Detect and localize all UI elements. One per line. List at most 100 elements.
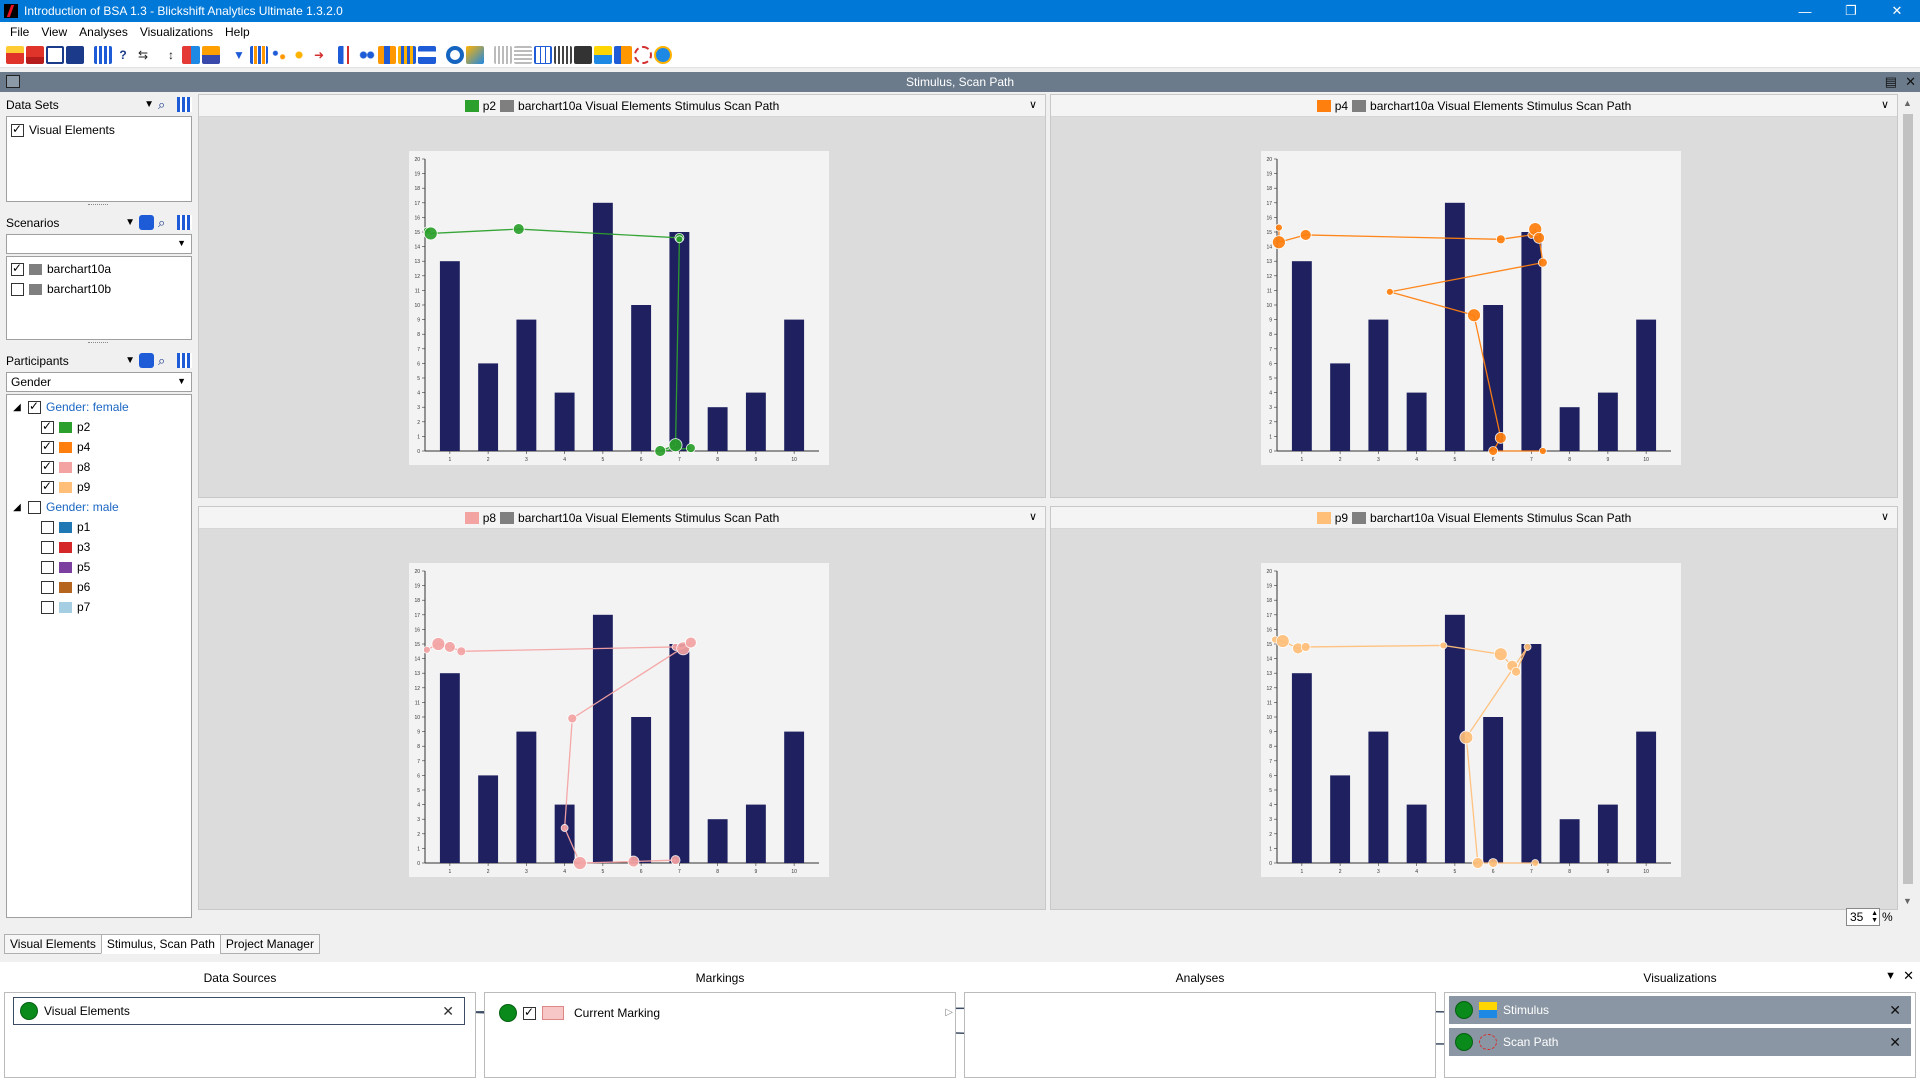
help-query-icon[interactable]: ? <box>119 47 127 62</box>
play-icon[interactable]: ▷ <box>945 1007 953 1018</box>
splitter[interactable] <box>0 204 196 210</box>
chevron-down-icon[interactable]: ∨ <box>1880 99 1889 111</box>
heatmap-icon[interactable] <box>466 45 484 64</box>
panel-layout-icon[interactable]: ▤ <box>1884 74 1898 89</box>
data-source-node[interactable]: Visual Elements ✕ <box>13 997 465 1025</box>
layout-icon[interactable] <box>202 45 220 64</box>
new-project-icon[interactable] <box>6 45 24 64</box>
cluster-icon[interactable] <box>358 45 376 64</box>
timeline-icon[interactable] <box>338 45 356 64</box>
chevron-down-icon[interactable]: ▼ <box>125 217 135 228</box>
save-icon[interactable] <box>66 45 84 64</box>
participant-item[interactable]: p1 <box>11 517 187 537</box>
globe-icon[interactable] <box>654 45 672 64</box>
menu-view[interactable]: View <box>41 25 68 39</box>
scenario-checkbox[interactable] <box>11 261 24 276</box>
vertical-scrollbar[interactable]: ▲ ▼ <box>1900 96 1916 908</box>
path-icon[interactable] <box>290 45 308 64</box>
sort-icon[interactable]: ↕ <box>168 47 174 62</box>
group-checkbox[interactable] <box>28 399 41 414</box>
maximize-button[interactable]: ❐ <box>1845 3 1857 18</box>
participant-checkbox[interactable] <box>41 479 54 494</box>
participant-group[interactable]: ◢ Gender: male <box>11 497 187 517</box>
participant-checkbox[interactable] <box>41 419 54 434</box>
tab-stimulus-scan-path[interactable]: Stimulus, Scan Path <box>100 934 221 954</box>
tab-visual-elements[interactable]: Visual Elements <box>4 934 102 954</box>
chevron-down-icon[interactable]: ▼ <box>1885 970 1896 982</box>
marking-node[interactable]: Current Marking <box>493 999 873 1027</box>
hierarchy-icon[interactable] <box>418 45 436 64</box>
chevron-down-icon[interactable]: ▼ <box>144 99 154 110</box>
stimulus-chart[interactable]: 0 1 2 3 4 5 6 7 8 9 10 11 12 13 14 15 16 17 18 19 20 1 2 3 4 5 6 7 8… <box>409 563 829 877</box>
remove-visualization-icon[interactable]: ✕ <box>1889 1001 1901 1018</box>
scanpath-icon[interactable] <box>634 45 652 64</box>
participant-item[interactable]: p2 <box>11 417 187 437</box>
swap-icon[interactable]: ⇆ <box>137 47 149 62</box>
grid-dark-icon[interactable] <box>574 45 592 64</box>
participant-checkbox[interactable] <box>41 439 54 454</box>
menu-analyses[interactable]: Analyses <box>79 25 128 39</box>
tab-project-manager[interactable]: Project Manager <box>219 934 320 954</box>
select-grid-icon[interactable] <box>177 215 192 230</box>
scrollbar-thumb[interactable] <box>1903 114 1913 884</box>
participant-item[interactable]: p5 <box>11 557 187 577</box>
participant-checkbox[interactable] <box>41 540 54 554</box>
bar-small-icon[interactable] <box>614 45 632 64</box>
menu-help[interactable]: Help <box>225 25 250 39</box>
participant-item[interactable]: p7 <box>11 597 187 617</box>
stimulus-chart[interactable]: 0 1 2 3 4 5 6 7 8 9 10 11 12 13 14 15 16 17 18 19 20 1 2 3 4 5 6 7 8… <box>1261 563 1681 877</box>
scenario-item[interactable]: barchart10b <box>11 279 187 299</box>
scroll-up-icon[interactable]: ▲ <box>1903 98 1912 108</box>
search-icon[interactable]: ⌕ <box>158 353 166 368</box>
group-icon[interactable] <box>139 353 154 368</box>
participant-item[interactable]: p9 <box>11 477 187 497</box>
marking-checkbox[interactable] <box>523 1005 536 1020</box>
visualization-node[interactable]: Scan Path ✕ <box>1449 1028 1911 1056</box>
panel-menu-icon[interactable] <box>6 75 20 88</box>
scenario-group-select[interactable]: ▼ <box>6 234 192 254</box>
sequence-icon[interactable] <box>378 45 396 64</box>
scatter-icon[interactable] <box>270 45 288 64</box>
dataset-checkbox[interactable] <box>11 122 24 137</box>
spinner-icon[interactable]: ▲ ▼ <box>1871 910 1878 924</box>
remove-data-source-icon[interactable]: ✕ <box>442 1002 454 1019</box>
grid-color-icon[interactable] <box>182 45 200 64</box>
search-icon[interactable]: ⌕ <box>158 97 166 112</box>
group-checkbox[interactable] <box>28 500 41 514</box>
stimulus-icon[interactable] <box>594 45 612 64</box>
participant-item[interactable]: p8 <box>11 457 187 477</box>
aoi-circle-icon[interactable] <box>446 45 464 64</box>
participant-item[interactable]: p6 <box>11 577 187 597</box>
fixation-icon[interactable] <box>514 45 532 64</box>
menu-file[interactable]: File <box>10 25 30 39</box>
visualization-node[interactable]: Stimulus ✕ <box>1449 996 1911 1024</box>
chevron-down-icon[interactable]: ∨ <box>1028 99 1037 111</box>
participant-item[interactable]: p4 <box>11 437 187 457</box>
dataset-item[interactable]: Visual Elements <box>11 120 187 140</box>
participant-checkbox[interactable] <box>41 560 54 574</box>
minimize-button[interactable]: — <box>1798 3 1812 19</box>
select-grid-icon[interactable] <box>177 97 192 112</box>
expand-arrow-icon[interactable]: ◢ <box>13 501 21 513</box>
scenario-checkbox[interactable] <box>11 282 24 296</box>
close-pipeline-icon[interactable]: ✕ <box>1903 968 1914 983</box>
select-grid-icon[interactable] <box>177 353 192 368</box>
open-project-icon[interactable] <box>26 45 44 64</box>
participant-group-select[interactable]: Gender ▼ <box>6 372 192 392</box>
table-icon[interactable] <box>534 45 552 64</box>
remove-visualization-icon[interactable]: ✕ <box>1889 1033 1901 1050</box>
stimulus-chart[interactable]: 0 1 2 3 4 5 6 7 8 9 10 11 12 13 14 15 16 17 18 19 20 1 2 3 4 5 6 7 8… <box>409 151 829 465</box>
participant-checkbox[interactable] <box>41 459 54 474</box>
participant-checkbox[interactable] <box>41 600 54 614</box>
group-icon[interactable] <box>139 215 154 230</box>
panel-close-icon[interactable]: ✕ <box>1905 74 1916 89</box>
histogram-icon[interactable] <box>398 45 416 64</box>
participant-group[interactable]: ◢ Gender: female <box>11 397 187 417</box>
participant-item[interactable]: p3 <box>11 537 187 557</box>
participant-checkbox[interactable] <box>41 520 54 534</box>
menu-visualizations[interactable]: Visualizations <box>139 25 213 39</box>
expand-arrow-icon[interactable]: ◢ <box>13 401 21 413</box>
scroll-down-icon[interactable]: ▼ <box>1903 896 1912 906</box>
chevron-down-icon[interactable]: ∨ <box>1880 511 1889 523</box>
splitter[interactable] <box>0 342 196 348</box>
